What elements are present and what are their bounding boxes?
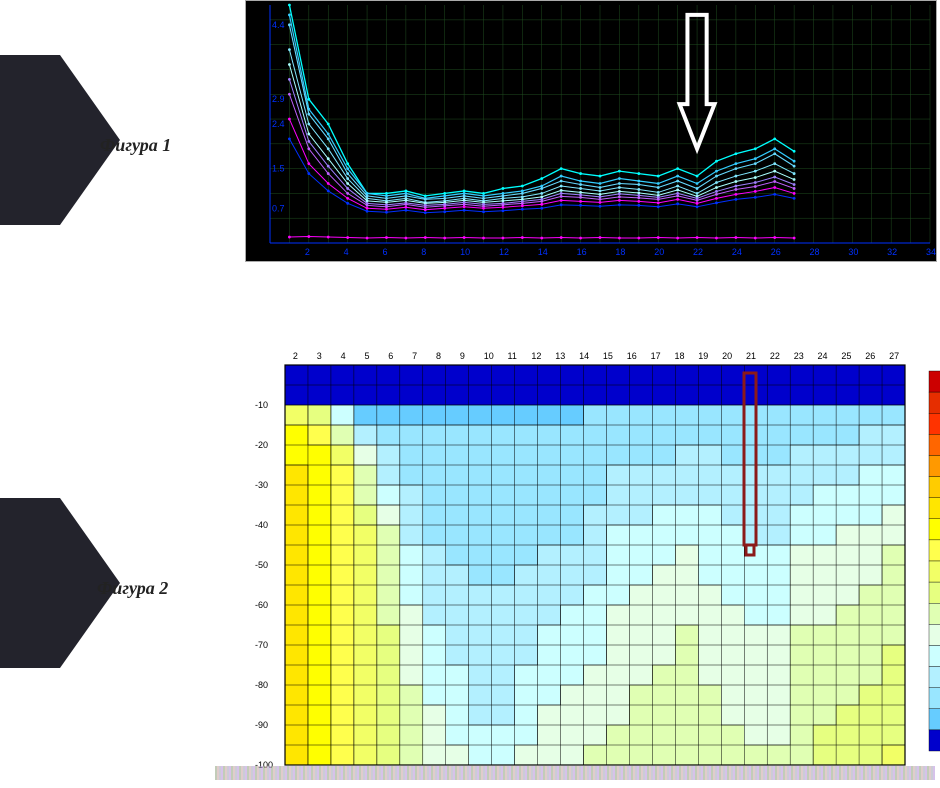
svg-text:9: 9 bbox=[460, 351, 465, 361]
svg-text:16: 16 bbox=[577, 247, 587, 257]
svg-text:12: 12 bbox=[499, 247, 509, 257]
figure2-chart: 2345678910111213141516171819202122232425… bbox=[245, 345, 940, 771]
side-tab-2 bbox=[0, 498, 60, 668]
svg-text:14: 14 bbox=[579, 351, 589, 361]
svg-text:2: 2 bbox=[305, 247, 310, 257]
page: Фигура 1 Фигура 2 0.71.52.42.94.42468101… bbox=[0, 0, 940, 788]
svg-text:3: 3 bbox=[317, 351, 322, 361]
figure2-label: Фигура 2 bbox=[97, 578, 168, 599]
svg-text:2.9: 2.9 bbox=[272, 94, 285, 104]
svg-text:-20: -20 bbox=[255, 440, 268, 450]
svg-text:6: 6 bbox=[382, 247, 387, 257]
svg-text:24: 24 bbox=[818, 351, 828, 361]
svg-text:12: 12 bbox=[531, 351, 541, 361]
svg-text:-40: -40 bbox=[255, 520, 268, 530]
svg-text:-70: -70 bbox=[255, 640, 268, 650]
svg-text:22: 22 bbox=[693, 247, 703, 257]
svg-text:18: 18 bbox=[615, 247, 625, 257]
svg-text:30: 30 bbox=[848, 247, 858, 257]
side-tab-1 bbox=[0, 55, 60, 225]
svg-text:2: 2 bbox=[293, 351, 298, 361]
svg-text:8: 8 bbox=[421, 247, 426, 257]
svg-text:16: 16 bbox=[627, 351, 637, 361]
decor-strip bbox=[215, 766, 935, 780]
svg-text:6: 6 bbox=[388, 351, 393, 361]
svg-text:15: 15 bbox=[603, 351, 613, 361]
svg-text:-60: -60 bbox=[255, 600, 268, 610]
svg-text:10: 10 bbox=[484, 351, 494, 361]
svg-text:8: 8 bbox=[436, 351, 441, 361]
svg-text:13: 13 bbox=[555, 351, 565, 361]
svg-text:-50: -50 bbox=[255, 560, 268, 570]
svg-text:24: 24 bbox=[732, 247, 742, 257]
svg-text:5: 5 bbox=[364, 351, 369, 361]
svg-text:22: 22 bbox=[770, 351, 780, 361]
svg-text:27: 27 bbox=[889, 351, 899, 361]
svg-text:0.7: 0.7 bbox=[272, 203, 285, 213]
figure1-chart: 0.71.52.42.94.42468101214161820222426283… bbox=[245, 0, 937, 262]
svg-text:7: 7 bbox=[412, 351, 417, 361]
svg-text:-90: -90 bbox=[255, 720, 268, 730]
svg-text:23: 23 bbox=[794, 351, 804, 361]
svg-text:20: 20 bbox=[722, 351, 732, 361]
svg-text:4.4: 4.4 bbox=[272, 20, 285, 30]
svg-text:2.4: 2.4 bbox=[272, 119, 285, 129]
svg-text:-10: -10 bbox=[255, 400, 268, 410]
svg-text:34: 34 bbox=[926, 247, 936, 257]
svg-text:4: 4 bbox=[341, 351, 346, 361]
svg-text:32: 32 bbox=[887, 247, 897, 257]
svg-text:17: 17 bbox=[651, 351, 661, 361]
svg-text:1.5: 1.5 bbox=[272, 164, 285, 174]
svg-text:28: 28 bbox=[810, 247, 820, 257]
svg-text:4: 4 bbox=[344, 247, 349, 257]
svg-text:26: 26 bbox=[771, 247, 781, 257]
svg-text:-80: -80 bbox=[255, 680, 268, 690]
svg-text:19: 19 bbox=[698, 351, 708, 361]
svg-text:26: 26 bbox=[865, 351, 875, 361]
svg-text:14: 14 bbox=[538, 247, 548, 257]
svg-text:10: 10 bbox=[460, 247, 470, 257]
svg-text:21: 21 bbox=[746, 351, 756, 361]
svg-text:18: 18 bbox=[674, 351, 684, 361]
svg-text:20: 20 bbox=[654, 247, 664, 257]
figure1-label: Фигура 1 bbox=[100, 135, 171, 156]
svg-text:25: 25 bbox=[841, 351, 851, 361]
svg-text:11: 11 bbox=[508, 351, 517, 361]
svg-text:-30: -30 bbox=[255, 480, 268, 490]
